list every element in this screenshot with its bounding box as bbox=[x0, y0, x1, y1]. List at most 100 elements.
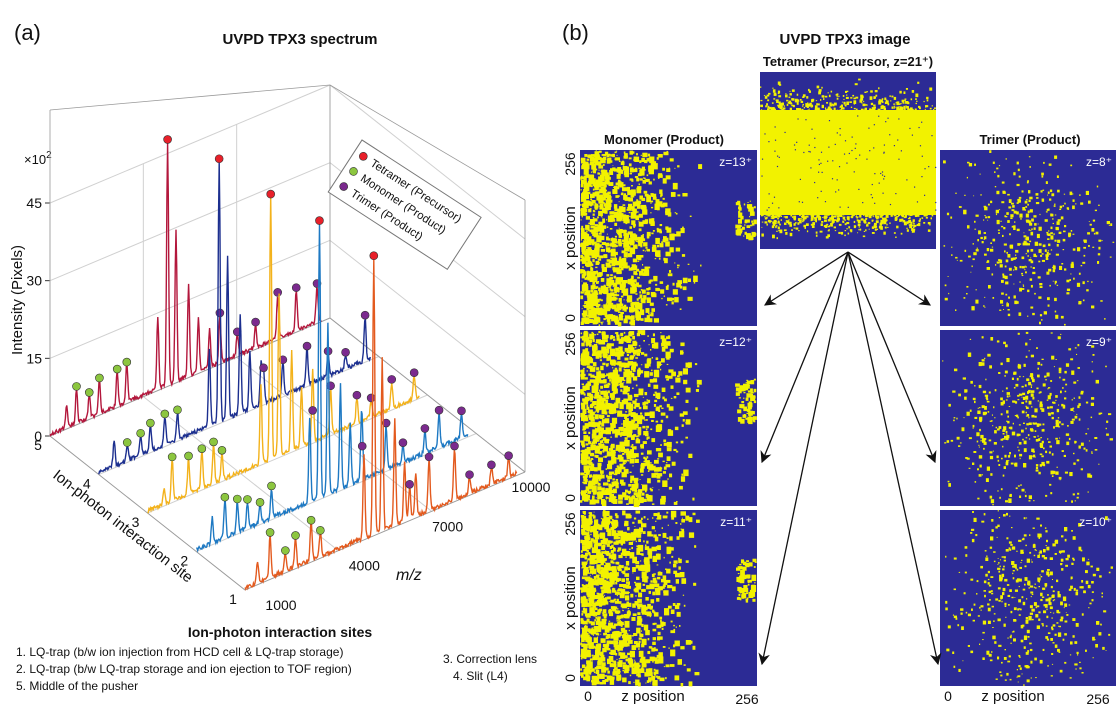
pixel-hit bbox=[807, 146, 809, 148]
pixel-gap bbox=[874, 203, 875, 204]
pixel-hit bbox=[1065, 472, 1068, 474]
pixel-hit bbox=[838, 96, 839, 97]
pixel-hit bbox=[964, 297, 966, 299]
pixel-hit bbox=[630, 240, 634, 244]
pixel-hit bbox=[989, 365, 992, 368]
pixel-hit bbox=[856, 109, 858, 110]
pixel-hit bbox=[1016, 415, 1018, 418]
pixel-hit bbox=[999, 260, 1002, 264]
peak-marker bbox=[316, 526, 324, 534]
pixel-hit bbox=[834, 141, 836, 142]
pixel-hit bbox=[997, 490, 998, 491]
pixel-hit bbox=[1051, 471, 1054, 475]
pixel-hit bbox=[914, 143, 915, 144]
pixel-hit bbox=[1031, 219, 1032, 220]
pixel-hit bbox=[677, 165, 679, 167]
pixel-hit bbox=[1067, 289, 1070, 291]
pixel-hit bbox=[625, 411, 627, 412]
pixel-hit bbox=[1085, 433, 1087, 435]
pixel-hit bbox=[828, 219, 831, 221]
pixel-hit bbox=[648, 237, 649, 238]
pixel-hit bbox=[620, 433, 622, 436]
pixel-hit bbox=[608, 497, 609, 499]
pixel-hit bbox=[682, 254, 685, 257]
pixel-hit bbox=[970, 410, 972, 412]
pixel-hit bbox=[597, 399, 602, 405]
pixel-hit bbox=[880, 223, 882, 226]
pixel-hit bbox=[1034, 408, 1037, 412]
pixel-hit bbox=[876, 226, 877, 228]
pixel-hit bbox=[775, 202, 777, 204]
pixel-hit bbox=[1055, 240, 1057, 241]
pixel-hit bbox=[621, 296, 623, 298]
pixel-hit bbox=[983, 391, 986, 394]
pixel-hit bbox=[1017, 199, 1019, 201]
pixel-hit bbox=[892, 138, 893, 139]
pixel-hit bbox=[599, 233, 602, 235]
pixel-hit bbox=[1073, 199, 1075, 202]
pixel-hit bbox=[609, 355, 611, 357]
pixel-hit bbox=[986, 398, 988, 400]
pixel-hit bbox=[598, 320, 599, 321]
pixel-hit bbox=[1090, 224, 1092, 226]
pixel-hit bbox=[667, 456, 671, 461]
pixel-hit bbox=[839, 174, 841, 176]
peak-marker bbox=[221, 493, 229, 501]
pixel-hit bbox=[854, 104, 855, 105]
pixel-hit bbox=[583, 251, 587, 256]
pixel-hit bbox=[997, 456, 999, 459]
pixel-hit bbox=[676, 627, 677, 628]
pixel-hit bbox=[638, 256, 642, 260]
pixel-hit bbox=[591, 185, 593, 187]
pixel-hit bbox=[597, 185, 601, 188]
pixel-hit bbox=[585, 377, 588, 379]
pixel-hit bbox=[747, 381, 752, 385]
pixel-hit bbox=[618, 322, 622, 326]
pixel-hit bbox=[890, 110, 893, 113]
pixel-hit bbox=[597, 216, 599, 218]
pixel-hit bbox=[1020, 281, 1021, 283]
pixel-hit bbox=[670, 349, 674, 352]
pixel-hit bbox=[778, 95, 781, 97]
pixel-hit bbox=[1030, 428, 1033, 430]
pixel-hit bbox=[1038, 400, 1039, 401]
pixel-hit bbox=[1029, 229, 1030, 231]
pixel-hit bbox=[582, 445, 585, 448]
pixel-hit bbox=[1031, 415, 1034, 418]
pixel-hit bbox=[1058, 417, 1059, 418]
pixel-hit bbox=[909, 217, 911, 219]
pixel-hit bbox=[996, 210, 999, 213]
pixel-hit bbox=[632, 310, 634, 312]
pixel-hit bbox=[601, 322, 603, 324]
pixel-hit bbox=[655, 288, 659, 291]
pixel-hit bbox=[651, 233, 653, 235]
pixel-hit bbox=[841, 105, 843, 108]
pixel-hit bbox=[621, 423, 622, 424]
pixel-hit bbox=[582, 266, 584, 267]
pixel-hit bbox=[614, 320, 616, 322]
pixel-hit bbox=[797, 222, 799, 225]
pixel-hit bbox=[580, 370, 582, 373]
pixel-hit bbox=[653, 276, 657, 281]
peak-marker bbox=[185, 452, 193, 460]
pixel-hit bbox=[777, 213, 779, 215]
pixel-hit bbox=[1036, 467, 1038, 469]
pixel-hit bbox=[606, 219, 607, 220]
pixel-hit bbox=[794, 228, 796, 229]
pixel-hit bbox=[882, 110, 885, 112]
pixel-hit bbox=[653, 333, 655, 336]
pixel-hit bbox=[1060, 479, 1061, 480]
pixel-hit bbox=[954, 417, 956, 418]
pixel-hit bbox=[641, 523, 646, 527]
pixel-gap bbox=[837, 179, 838, 180]
pixel-hit bbox=[943, 160, 946, 163]
pixel-hit bbox=[784, 229, 787, 231]
pixel-hit bbox=[598, 465, 601, 467]
pixel-hit bbox=[1009, 406, 1010, 407]
pixel-hit bbox=[635, 215, 639, 220]
pixel-hit bbox=[854, 195, 855, 196]
pixel-hit bbox=[978, 230, 981, 234]
pixel-hit bbox=[901, 233, 903, 235]
pixel-hit bbox=[1060, 206, 1062, 209]
pixel-hit bbox=[1074, 441, 1076, 444]
